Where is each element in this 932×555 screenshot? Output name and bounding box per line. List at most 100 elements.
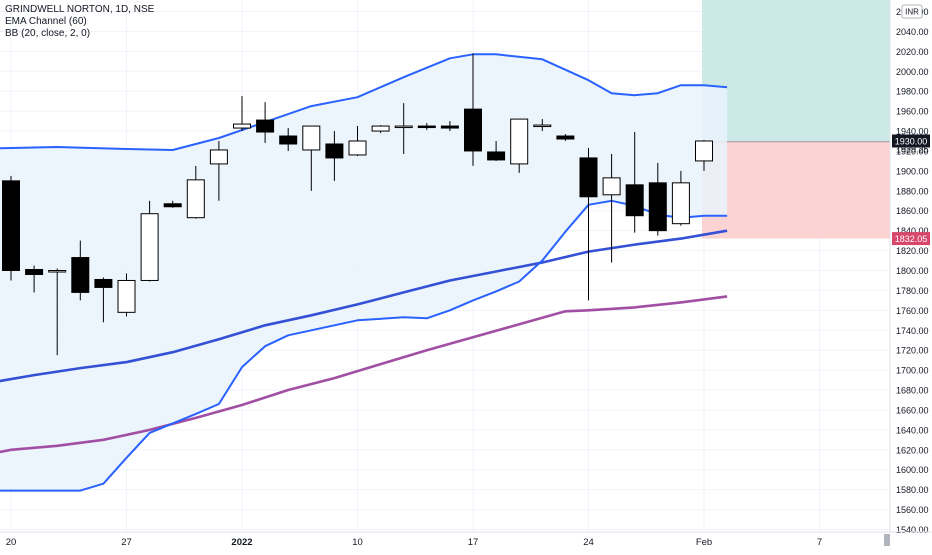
time-tick-label: 24 <box>583 537 594 548</box>
price-tick-label: 1980.00 <box>896 87 929 97</box>
price-tick-label: 1760.00 <box>896 306 929 316</box>
price-tick-label: 1580.00 <box>896 485 929 495</box>
candle-body-up <box>209 149 228 165</box>
currency-badge <box>901 4 923 19</box>
price-tick-label: 1920.00 <box>896 146 929 156</box>
candle[interactable] <box>440 121 459 132</box>
time-axis[interactable]: 20 27 2022 10 17 24 Feb 7 <box>0 531 932 548</box>
target-price-badge <box>892 134 930 148</box>
price-tick-label: 2000.00 <box>896 67 929 77</box>
candle-body-down <box>487 151 506 161</box>
candle[interactable] <box>417 123 436 131</box>
candle-body-up <box>533 124 552 128</box>
price-tick-label: 1900.00 <box>896 166 929 176</box>
candle[interactable] <box>186 165 205 219</box>
price-tick-label: 1600.00 <box>896 465 929 475</box>
candle[interactable] <box>209 141 228 201</box>
ema-magenta-line <box>0 295 728 454</box>
time-tick-label: 27 <box>121 537 132 548</box>
candle[interactable] <box>556 134 575 141</box>
candle-body-down <box>71 257 90 293</box>
candle-body-down <box>256 119 275 133</box>
candle[interactable] <box>671 170 690 226</box>
candle[interactable] <box>695 140 713 171</box>
candle[interactable] <box>579 147 598 301</box>
price-tick-label: 1720.00 <box>896 346 929 356</box>
price-tick-label: 1660.00 <box>896 405 929 415</box>
bb-fill <box>0 54 728 491</box>
candle[interactable] <box>487 141 506 161</box>
candle[interactable] <box>117 273 136 317</box>
price-tick-label: 1800.00 <box>896 266 929 276</box>
time-tick-label: 10 <box>352 537 363 548</box>
legend-ema-channel[interactable]: EMA Channel (60) <box>5 16 87 27</box>
candle[interactable] <box>2 175 20 281</box>
candle-body-down <box>464 108 482 152</box>
legend-title[interactable]: GRINDWELL NORTON, 1D, NSE <box>5 4 155 15</box>
candle[interactable] <box>279 128 298 151</box>
price-axis[interactable]: 1540.00 1560.00 1580.00 1600.00 1620.00 1640.… <box>889 0 929 535</box>
price-tick-label: 1840.00 <box>896 226 929 236</box>
candle[interactable] <box>464 53 482 166</box>
candle-body-down <box>163 203 182 208</box>
candle[interactable] <box>325 131 344 181</box>
candle[interactable] <box>256 102 275 143</box>
candle[interactable] <box>602 153 621 263</box>
candle[interactable] <box>371 125 390 134</box>
candle-body-up <box>186 179 205 219</box>
bb-band-fill <box>0 54 728 491</box>
price-tick-label: 2040.00 <box>896 27 929 37</box>
candle[interactable] <box>233 96 251 132</box>
candle[interactable] <box>140 200 159 282</box>
candle-body-down <box>579 157 598 198</box>
price-tick-label: 1880.00 <box>896 186 929 196</box>
time-tick-label: 7 <box>817 537 822 548</box>
price-tick-label: 1960.00 <box>896 107 929 117</box>
candle[interactable] <box>71 240 90 301</box>
candle-body-down <box>94 278 113 288</box>
candle-body-down <box>417 125 436 129</box>
candle-body-down <box>648 182 667 232</box>
candle-body-up <box>233 123 251 129</box>
candle-body-up <box>117 279 136 313</box>
price-tick-label: 1740.00 <box>896 326 929 336</box>
candle-body-down <box>279 135 298 145</box>
candle[interactable] <box>302 125 321 191</box>
candle[interactable] <box>533 119 552 132</box>
candle[interactable] <box>94 277 113 323</box>
stop-zone <box>702 141 890 239</box>
legend-bb[interactable]: BB (20, close, 2, 0) <box>5 28 91 39</box>
ema-channel-line <box>0 229 728 383</box>
currency-badge-label: INR <box>905 8 919 17</box>
candle[interactable] <box>625 132 644 233</box>
entry-price-label: 1929.25 <box>896 145 929 155</box>
candle[interactable] <box>48 268 67 356</box>
candle-body-up <box>140 213 159 281</box>
target-price-badge-label: 1930.00 <box>895 137 928 147</box>
candles[interactable] <box>2 53 713 356</box>
candle[interactable] <box>25 265 44 293</box>
candle-body-down <box>625 184 644 217</box>
position-zones <box>702 0 890 239</box>
stop-price-badge-label: 1832.05 <box>895 234 928 244</box>
candle-body-down <box>2 180 20 272</box>
time-tick-label: 17 <box>468 537 479 548</box>
candle[interactable] <box>348 126 367 156</box>
candle-body-up <box>348 140 367 156</box>
candle-body-up <box>695 140 713 162</box>
candle[interactable] <box>510 118 529 173</box>
candle[interactable] <box>648 162 667 236</box>
price-tick-label: 1540.00 <box>896 525 929 535</box>
stop-price-badge <box>892 232 930 246</box>
price-tick-label: 1620.00 <box>896 445 929 455</box>
bb-upper-line <box>0 53 728 151</box>
candle[interactable] <box>163 200 182 208</box>
price-tick-label: 1560.00 <box>896 505 929 515</box>
candle[interactable] <box>394 103 413 154</box>
time-tick-label: 2022 <box>231 537 252 548</box>
chart-legend[interactable]: GRINDWELL NORTON, 1D, NSE EMA Channel (6… <box>5 4 154 40</box>
candle-body-up <box>302 125 321 151</box>
